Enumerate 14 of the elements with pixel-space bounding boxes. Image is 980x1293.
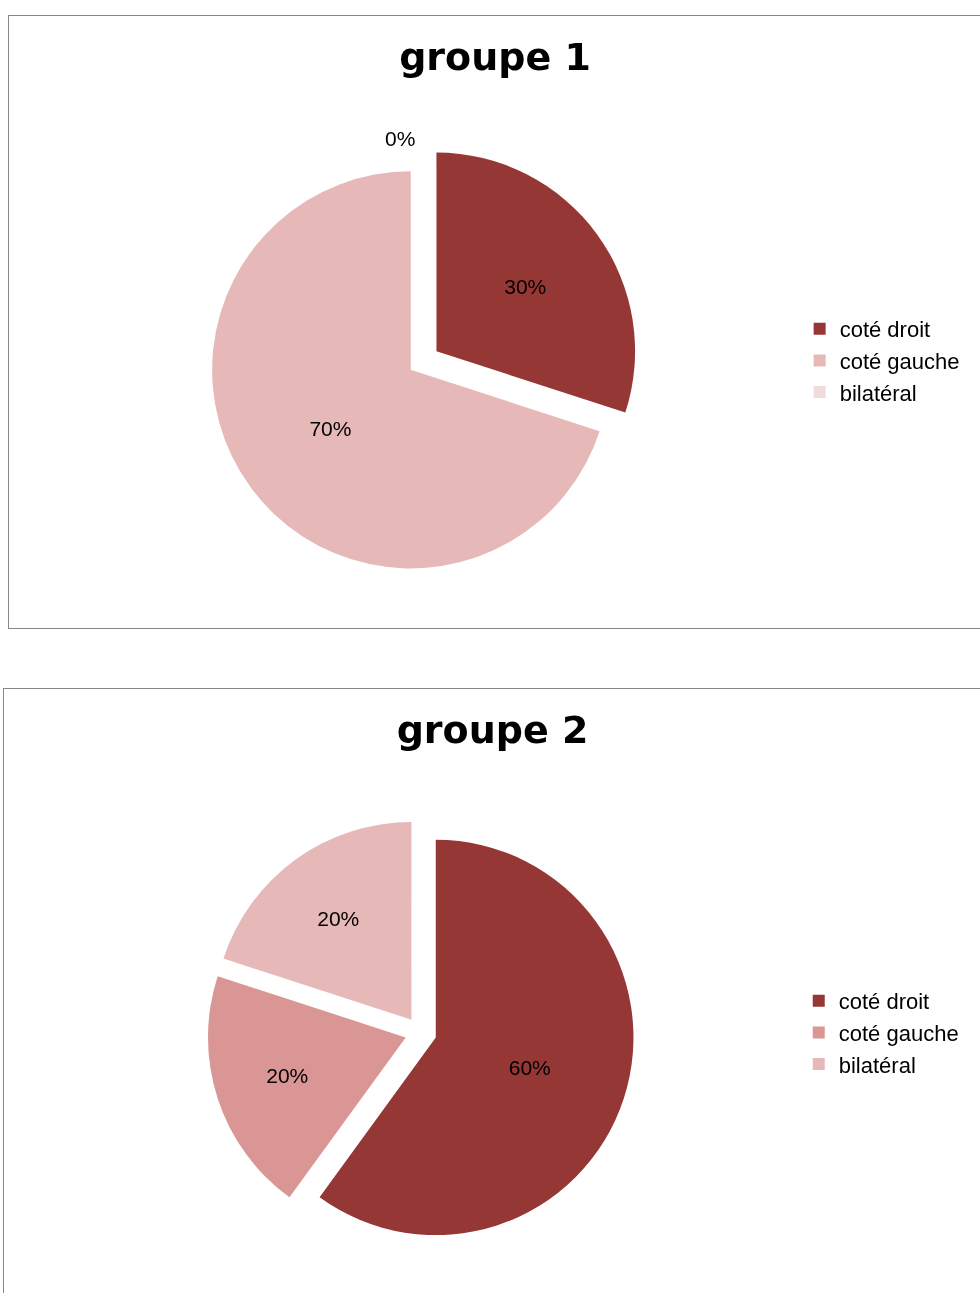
text: 0% bbox=[385, 127, 416, 150]
data-label: 20% bbox=[266, 1064, 309, 1088]
data-label: 20% bbox=[317, 907, 360, 931]
chart-title: groupe 1 bbox=[399, 35, 591, 80]
data-label: 70% bbox=[309, 416, 352, 440]
legend-label: bilatéral bbox=[839, 380, 917, 406]
data-label: 30% bbox=[504, 275, 547, 299]
legend-label: bilatéral bbox=[838, 1052, 916, 1078]
legend-label: coté droit bbox=[839, 317, 931, 343]
chart-title: groupe 2 bbox=[396, 707, 589, 752]
legend-label: coté droit bbox=[838, 989, 930, 1015]
legend-label: coté gauche bbox=[838, 1020, 959, 1046]
legend-label: coté gauche bbox=[839, 348, 960, 374]
data-label: 60% bbox=[508, 1056, 551, 1080]
